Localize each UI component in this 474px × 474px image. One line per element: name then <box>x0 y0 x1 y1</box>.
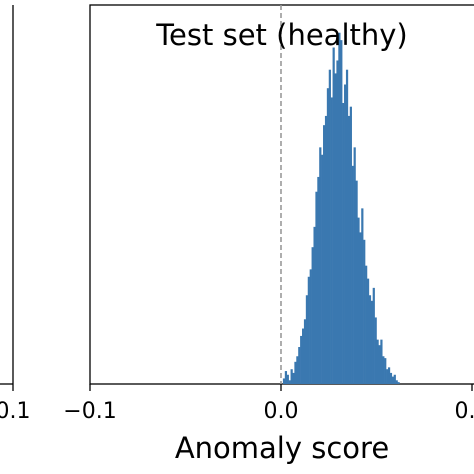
histogram-bar <box>305 295 309 384</box>
histogram-bar <box>326 88 330 384</box>
histogram-bar <box>382 356 385 384</box>
histogram-bar <box>380 339 383 384</box>
histogram-bar <box>393 374 396 384</box>
histogram-bar <box>357 217 360 384</box>
x-tick-label-pos: 0.1 <box>455 399 474 424</box>
histogram-bar <box>372 287 375 384</box>
histogram-bar <box>286 374 289 384</box>
histogram-bar <box>284 371 288 384</box>
histogram-bar <box>363 239 366 384</box>
left-panel: 0.1 <box>0 5 31 424</box>
histogram-bar <box>323 125 326 385</box>
histogram-bar <box>344 84 347 384</box>
histogram-bar <box>359 232 362 384</box>
histogram-bar <box>307 276 310 384</box>
histogram-bar <box>309 269 312 384</box>
histogram-bar <box>321 154 324 384</box>
histogram-bar <box>288 380 291 384</box>
histogram-bar <box>345 69 349 385</box>
histogram-bar <box>376 339 379 384</box>
plot-area-frame <box>89 4 474 385</box>
histogram-bar <box>391 376 394 384</box>
histogram-bar <box>303 319 307 384</box>
main-panel: −0.1 0.0 0.1 Test set (healthy) Anomaly … <box>63 4 474 465</box>
histogram-bar <box>292 372 295 384</box>
histogram-bar <box>342 102 345 385</box>
histogram-bar <box>386 369 389 384</box>
histogram-bar <box>370 300 373 384</box>
histogram-bar <box>347 115 351 385</box>
histogram-bar <box>389 372 393 384</box>
histogram-bar <box>397 382 400 384</box>
histogram-bar <box>340 40 343 384</box>
histogram-bar <box>294 361 297 384</box>
histogram-bar <box>319 147 322 384</box>
histogram-bar <box>313 226 316 384</box>
x-tick-label-zero: 0.0 <box>264 399 299 424</box>
histogram-bar <box>366 278 370 384</box>
histogram-bar <box>336 60 339 385</box>
histogram-bar <box>351 165 354 384</box>
histogram-bar <box>332 47 335 385</box>
histogram-bars <box>282 32 400 385</box>
histogram-bar <box>317 176 320 384</box>
histogram-bar <box>361 208 364 384</box>
histogram-bar <box>349 106 352 385</box>
histogram-bar <box>353 147 356 384</box>
x-axis-label: Anomaly score <box>175 431 389 465</box>
histogram-bar <box>334 73 337 384</box>
histogram-bar <box>330 97 333 384</box>
histogram-bar <box>300 335 303 384</box>
histogram-bar <box>311 247 314 384</box>
histogram-bar <box>365 265 368 384</box>
histogram-bar <box>282 378 286 384</box>
histogram-bar <box>328 69 331 385</box>
histogram-bar <box>368 295 372 384</box>
panel-title: Test set (healthy) <box>155 18 407 52</box>
histogram-bar <box>395 380 398 384</box>
histogram-bar <box>296 356 299 384</box>
histogram-bar <box>384 358 387 384</box>
histogram-bar <box>387 367 391 384</box>
histogram-bar <box>338 32 341 384</box>
histogram-bar <box>298 347 301 384</box>
left-panel-tick-label: 0.1 <box>0 399 31 424</box>
histogram-bar <box>315 191 318 384</box>
histogram-bar <box>378 345 381 384</box>
histogram-bar <box>302 328 305 384</box>
histogram-bar <box>355 180 358 384</box>
x-tick-label-neg: −0.1 <box>63 399 116 424</box>
histogram-bar <box>374 317 377 384</box>
histogram-bar <box>290 369 293 384</box>
histogram-bar <box>324 115 328 385</box>
